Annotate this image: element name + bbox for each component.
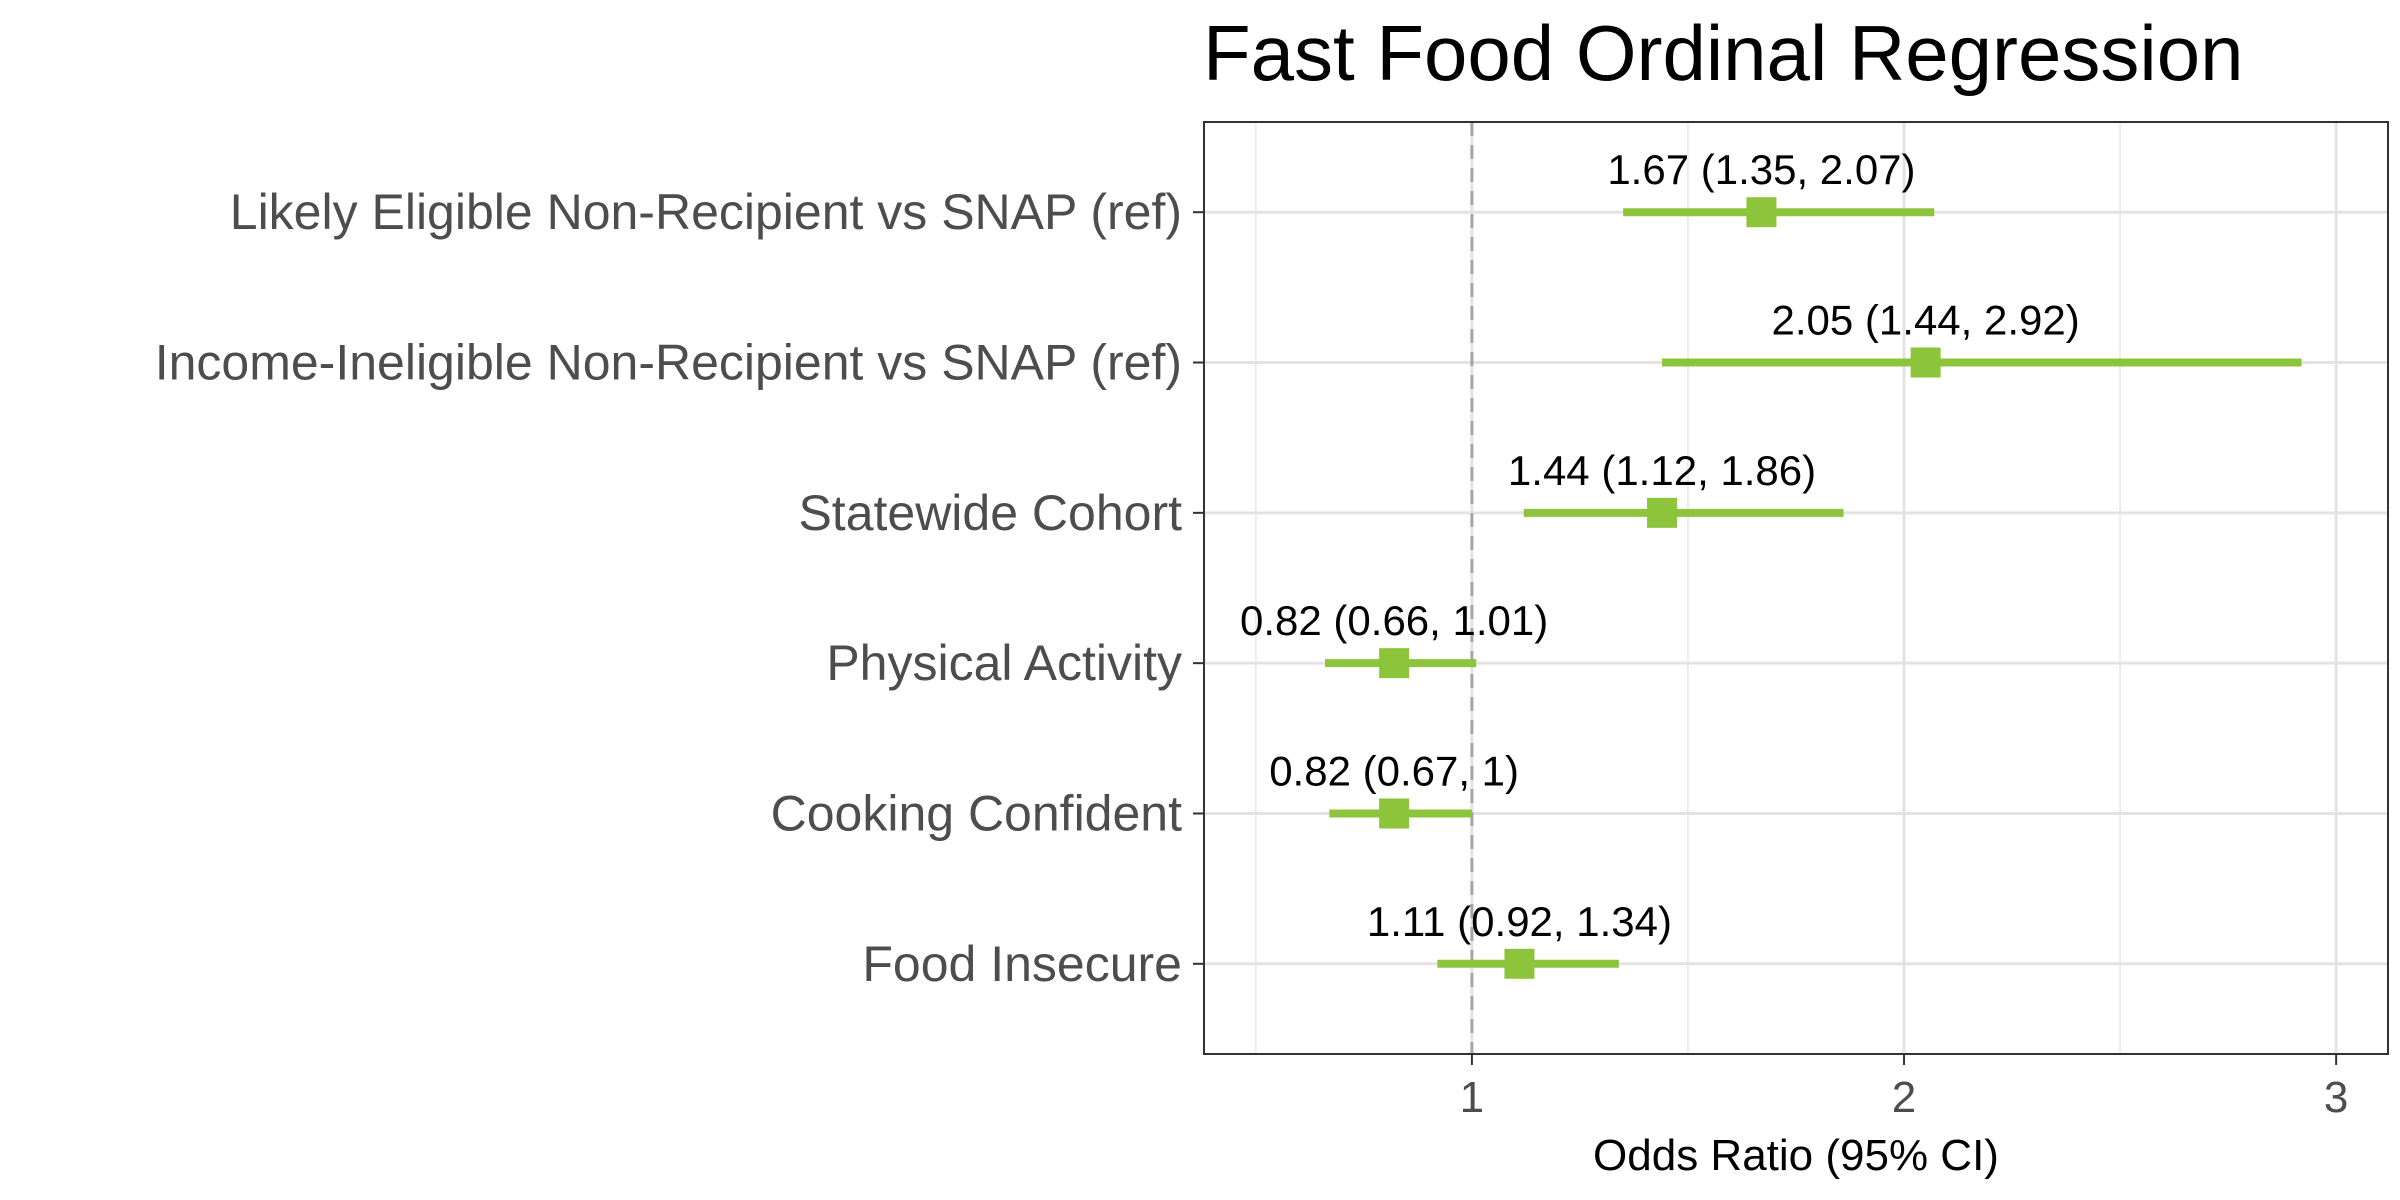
data-label: 0.82 (0.66, 1.01) xyxy=(1240,597,1548,644)
estimate-point xyxy=(1647,497,1678,528)
x-tick-label: 1 xyxy=(1460,1073,1484,1122)
data-label: 1.44 (1.12, 1.86) xyxy=(1508,447,1816,494)
y-tick-label: Likely Eligible Non-Recipient vs SNAP (r… xyxy=(230,184,1182,240)
data-label: 1.11 (0.92, 1.34) xyxy=(1367,898,1672,945)
estimate-point xyxy=(1910,347,1941,378)
data-label: 0.82 (0.67, 1) xyxy=(1269,747,1519,794)
y-tick-label: Cooking Confident xyxy=(771,785,1182,841)
x-tick-label: 2 xyxy=(1892,1073,1916,1122)
y-tick-label: Income-Ineligible Non-Recipient vs SNAP … xyxy=(155,335,1182,391)
x-axis-title: Odds Ratio (95% CI) xyxy=(1593,1131,1999,1180)
y-tick-label: Physical Activity xyxy=(826,635,1182,691)
estimate-point xyxy=(1504,948,1535,979)
axes: Likely Eligible Non-Recipient vs SNAP (r… xyxy=(155,184,2349,1122)
estimate-point xyxy=(1746,197,1777,228)
plot-panel-border xyxy=(1203,121,2389,1055)
data-marks: 1.67 (1.35, 2.07) 2.05 (1.44, 2.92) 1.44 (… xyxy=(1240,146,2302,979)
estimate-point xyxy=(1379,798,1410,829)
x-tick-label: 3 xyxy=(2324,1073,2348,1122)
estimate-point xyxy=(1379,648,1410,679)
data-label: 2.05 (1.44, 2.92) xyxy=(1772,297,2080,344)
y-tick-label: Statewide Cohort xyxy=(798,485,1182,541)
data-label: 1.67 (1.35, 2.07) xyxy=(1607,146,1915,193)
y-tick-label: Food Insecure xyxy=(862,936,1182,992)
chart-title: Fast Food Ordinal Regression xyxy=(1203,9,2243,97)
